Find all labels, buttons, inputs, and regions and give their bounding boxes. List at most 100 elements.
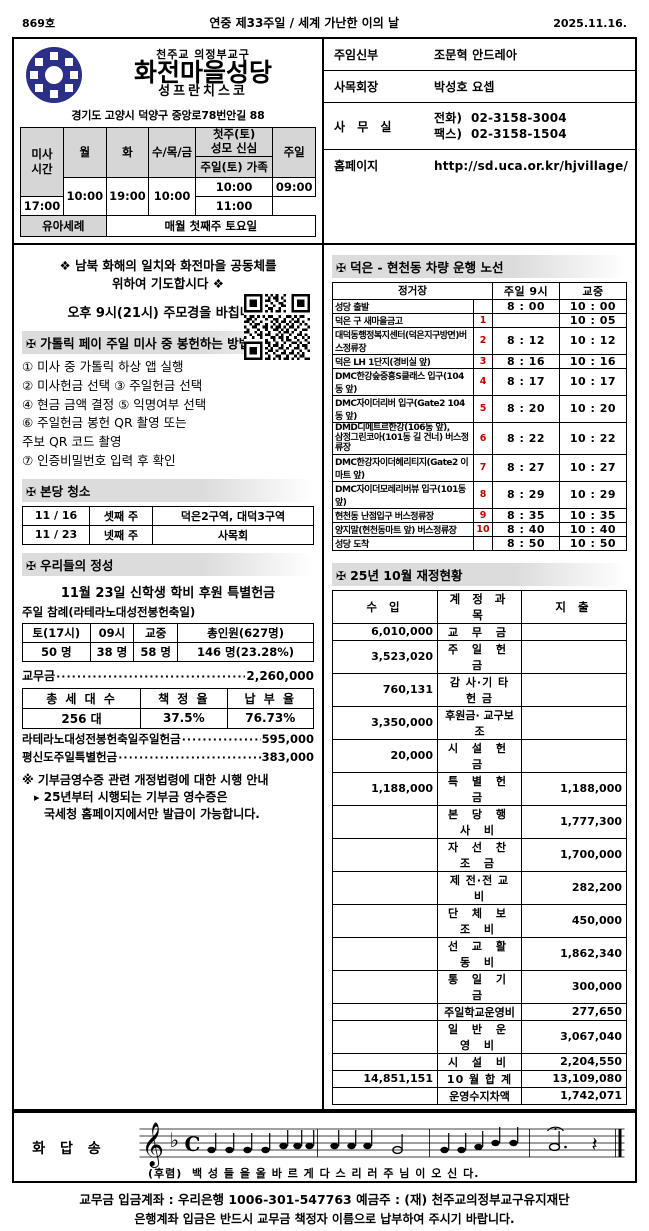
mass-mon-time: 10:00 [63,176,107,216]
dues-amount: 2,260,000 [246,668,314,683]
offering-label: 평신도주일특별헌금 [22,749,118,764]
bus-time-1: 8 : 20 [492,394,560,423]
table-row: 사 무 실 전화) 02-3158-3004 팩스) 02-3158-1504 [324,102,635,151]
notice-line-2: 발급이 가능합니다. [158,807,260,822]
table-row: 단 체 보 조 비 450,000 [332,903,627,938]
fin-income [332,1086,438,1105]
qr-code-icon [244,294,310,361]
fin-expense [521,639,627,674]
fin-balance: 1,742,071 [521,1086,627,1105]
table-row: 현천동 난점입구 버스정류장 9 8 : 35 10 : 35 [332,507,627,523]
mass-sat-time-1: 10:00 [194,176,274,197]
table-row: 유아세례 매월 첫째주 토요일 [20,214,317,237]
fin-expense: 1,188,000 [521,771,627,806]
fin-account-total: 10 월 합 계 [437,1069,522,1088]
table-row: 대덕동행정복지센터(덕은지구방면)버스정류장 2 8 : 12 10 : 12 [332,326,627,355]
list-item: 주보 QR 코드 촬영 [22,434,122,450]
infant-baptism-value: 매월 첫째주 토요일 [105,214,317,237]
att-header: 총인원(627명) [177,622,314,643]
table-row: 홈페이지 http://sd.uca.or.kr/hjvillage/ [324,150,635,182]
table-row: 1,188,000 특 별 헌 금 1,188,000 [332,771,627,806]
table-row: 본 당 행 사 비 1,777,300 [332,804,627,839]
cleaning-date: 11 / 23 [22,524,90,545]
att-header: 토(17시) [22,622,91,643]
prayer-time: 오후 9시(21시) 주모경을 바칩니다. [67,306,269,322]
fin-income [332,1019,438,1054]
bus-time-2: 10 : 40 [559,521,627,537]
phone-number: 02-3158-3004 [470,111,567,125]
table-row: 14,851,151 10 월 합 계 13,109,080 [332,1069,627,1088]
right-column: ✠ 덕은 - 현천동 차량 운행 노선 정거장 주일 9시 교중 성당 출발 8 … [322,244,635,1109]
svg-text:C: C [185,1132,201,1156]
fin-col-income: 수 입 [332,589,438,624]
fin-income [332,969,438,1004]
section-heading-bus: ✠ 덕은 - 현천동 차량 운행 노선 [332,254,627,278]
fin-account: 시 설 헌 금 [437,738,522,773]
fin-income [332,870,438,905]
website-url[interactable]: http://sd.uca.or.kr/hjvillage/ [434,158,629,173]
attendance-table: 토(17시) 09시 교중 총인원(627명) 50 명 38 명 58 명 1… [22,622,314,662]
cleaning-group: 사목회 [152,524,314,545]
maltese-cross-icon: ✠ [26,558,37,573]
table-row: 정거장 주일 9시 교중 [332,281,627,300]
fin-account: 시 설 비 [437,1052,522,1071]
dues-label: 교무금 [22,668,56,683]
bus-stop-number: 8 [473,480,493,509]
bus-time-1: 8 : 17 [492,367,560,396]
fin-income [332,936,438,971]
table-row: 성당 출발 8 : 00 10 : 00 [332,298,627,314]
offering-label: 라테라노대성전봉헌축일주일헌금 [22,731,181,746]
svg-text:𝄞: 𝄞 [142,1122,164,1168]
bus-time-1: 8 : 27 [492,453,560,482]
fin-income-total: 14,851,151 [332,1069,438,1088]
table-row: 자 선 찬 조 금 1,700,000 [332,837,627,872]
col-sunday-head: 주일 [272,127,316,178]
fin-income: 760,131 [332,672,438,707]
table-row: 수 입 계 정 과 목 지 출 [332,589,627,624]
fin-expense: 282,200 [521,870,627,905]
table-row: 시 설 비 2,204,550 [332,1052,627,1071]
dues-value: 76.73% [226,707,315,729]
section-heading-catholic-pay: ✠ 가톨릭 페이 주일 미사 중 봉헌하는 방법 [22,331,314,355]
table-row: 3,523,020 주 일 헌 금 [332,639,627,674]
bus-station: 양지말(현천동마트 앞) 버스정류장 [332,521,474,537]
maltese-cross-icon: ✠ [336,568,347,583]
col-mon: 월 [63,127,107,178]
fin-income [332,1052,438,1071]
bus-station: 현천동 난점입구 버스정류장 [332,507,474,523]
left-column: ❖ 남북 화해의 일치와 화전마을 공동체를 위하여 기도합시다 ❖ 오후 9시… [14,245,322,1109]
svg-text:𝄽: 𝄽 [592,1132,598,1156]
bus-time-2: 10 : 00 [559,298,627,314]
leader-dots: ········································… [181,732,261,746]
bus-station: 덕은 구 새마을금고 [332,312,474,328]
fin-income: 1,188,000 [332,771,438,806]
contact-block: 주임신부 조문혁 안드레아 사목회장 박성호 요셉 사 무 실 전화) 02-3… [322,39,635,243]
fin-account: 단 체 보 조 비 [437,903,522,938]
offering-line: 평신도주일특별헌금 ······························… [22,749,314,765]
masthead-block: 천주교 의정부교구 화전마을성당 성프란치스코 경기도 고양시 덕양구 중앙로7… [14,39,322,243]
fin-expense [521,672,627,707]
cleaning-group: 덕은2구역, 대덕3구역 [152,505,314,526]
fin-expense: 1,700,000 [521,837,627,872]
bus-time-2: 10 : 22 [559,421,627,455]
table-row: DMC한강숲중흥S클래스 입구(104동 앞) 4 8 : 17 10 : 17 [332,367,627,396]
list-item: ② 미사헌금 선택 ③ 주일헌금 선택 [22,377,203,393]
offering-line: 라테라노대성전봉헌축일주일헌금 ························… [22,731,314,747]
bus-time-2: 10 : 20 [559,394,627,423]
church-address: 경기도 고양시 덕양구 중앙로78번안길 88 [71,109,265,122]
table-row: DMD디메트르한강(106동 앞), 삼정그린코아(101동 길 건너) 버스정… [332,421,627,455]
fin-account: 주 일 헌 금 [437,639,522,674]
bus-time-2: 10 : 16 [559,353,627,369]
table-row: 제 전·전 교 비 282,200 [332,870,627,905]
fin-expense: 277,650 [521,1002,627,1021]
table-row: 통 일 기 금 300,000 [332,969,627,1004]
tax-receipt-notice: ※ 기부금영수증 관련 개정법령에 대한 시행 안내 ▸ 25년부터 시행되는 … [22,772,314,824]
table-row: 760,131 감 사·기 타 헌 금 [332,672,627,707]
cleaning-week: 셋째 주 [89,505,153,526]
bus-stop-number: 4 [473,367,493,396]
mass-sun-time-1: 09:00 [272,176,316,197]
fin-income [332,804,438,839]
svg-text:♭: ♭ [170,1128,179,1152]
section-heading-cleaning: ✠ 본당 청소 [22,478,314,502]
fin-col-expense: 지 출 [521,589,627,624]
